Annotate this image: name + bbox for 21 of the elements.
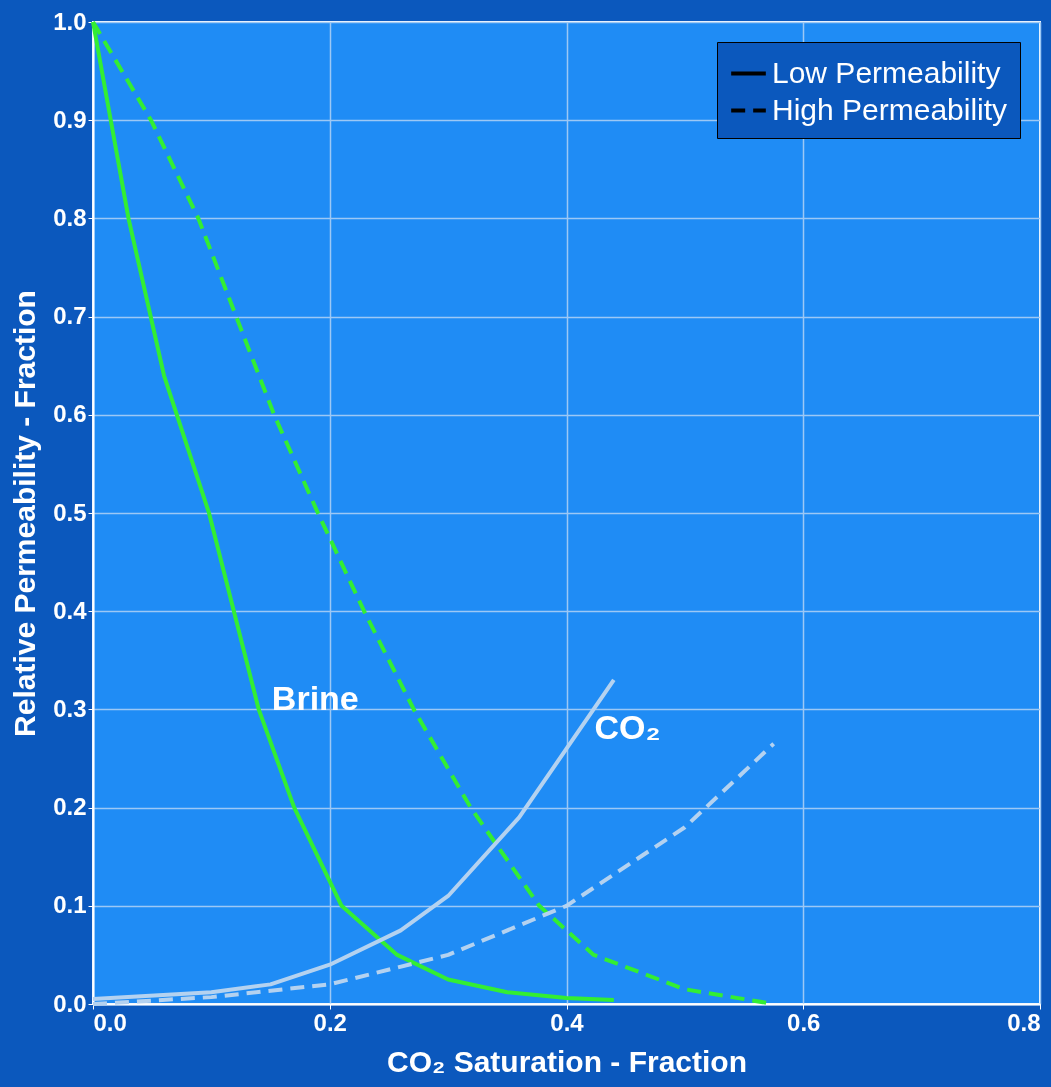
y-tick-label: 0.5	[53, 498, 87, 526]
x-tick-label: 0.2	[313, 1008, 347, 1036]
annotation: CO₂	[594, 708, 661, 747]
y-tick-label: 0.9	[53, 105, 87, 133]
x-tick-label: 0.6	[787, 1008, 821, 1036]
y-tick-label: 1.0	[53, 7, 87, 35]
y-tick-label: 0.7	[53, 302, 87, 330]
x-axis-title: CO₂ Saturation - Fraction	[386, 1044, 748, 1078]
text: High Permeability	[772, 92, 1008, 126]
y-axis-title: Relative Permeability - Fraction	[8, 290, 42, 737]
x-tick-label: 0.4	[550, 1008, 585, 1036]
x-tick-label: 0.0	[93, 1008, 127, 1036]
y-tick-label: 0.2	[53, 793, 87, 821]
x-tick-label: 0.8	[1007, 1008, 1041, 1036]
text: Low Permeability	[772, 55, 1001, 89]
y-tick-label: 0.1	[53, 891, 87, 919]
y-tick-label: 0.6	[53, 400, 87, 428]
y-tick-label: 0.3	[53, 694, 87, 722]
y-tick-label: 0.8	[53, 203, 87, 231]
y-tick-label: 0.0	[53, 989, 87, 1017]
y-tick-label: 0.4	[53, 596, 88, 624]
